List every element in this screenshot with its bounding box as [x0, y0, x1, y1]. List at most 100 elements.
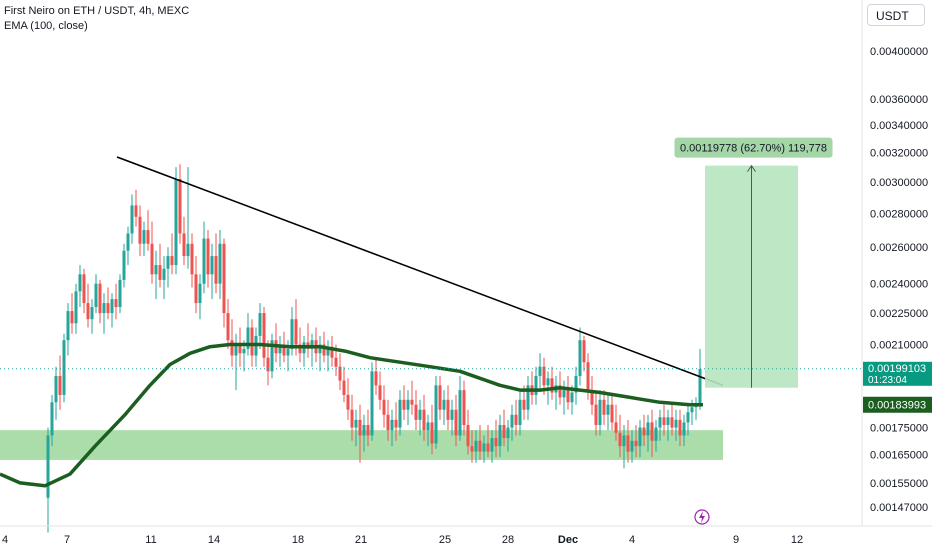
- candle: [218, 230, 222, 300]
- candle: [350, 394, 354, 441]
- candle-body: [90, 307, 94, 320]
- currency-button[interactable]: USDT: [867, 4, 925, 26]
- candle-body: [682, 422, 686, 436]
- candle: [58, 355, 62, 410]
- candle: [62, 333, 66, 403]
- candle-body: [366, 424, 370, 436]
- candle-body: [438, 385, 442, 410]
- candle-body: [342, 380, 346, 395]
- candle-body: [126, 233, 130, 251]
- candle-body: [526, 385, 530, 410]
- candle: [122, 243, 126, 288]
- candle: [102, 293, 106, 334]
- candle: [238, 327, 242, 367]
- candle-body: [230, 340, 234, 356]
- candle: [526, 375, 530, 420]
- candle: [106, 287, 110, 320]
- candle-body: [562, 390, 566, 398]
- candle-body: [574, 375, 578, 393]
- candle-body: [558, 385, 562, 398]
- candle: [610, 394, 614, 431]
- candle-body: [426, 422, 430, 431]
- candle-body: [534, 375, 538, 395]
- candle-body: [510, 414, 514, 428]
- candle-body: [478, 440, 482, 452]
- time-axis[interactable]: 4 7 11 14 18 21 25 28 Dec 4 9 12: [2, 534, 803, 546]
- candle-body: [266, 357, 270, 372]
- candle: [354, 409, 358, 447]
- trendline[interactable]: [116, 156, 724, 387]
- countdown-timer: 01:23:04: [868, 375, 907, 386]
- candle: [494, 419, 498, 458]
- ema-value-badge[interactable]: [863, 396, 932, 413]
- candle-body: [194, 274, 198, 304]
- candle: [370, 362, 374, 441]
- candle-body: [522, 399, 526, 410]
- candle: [550, 366, 554, 400]
- candle: [386, 399, 390, 441]
- candle: [190, 233, 194, 288]
- price-tick-label: 0.00340000: [870, 120, 928, 132]
- candle-body: [458, 390, 462, 436]
- last-price-badge[interactable]: [863, 361, 932, 386]
- candle-body: [222, 243, 226, 314]
- time-tick-label: 11: [145, 534, 156, 546]
- candle: [154, 250, 158, 300]
- candle-body: [262, 313, 266, 358]
- candle: [538, 353, 542, 391]
- candle-body: [62, 340, 66, 395]
- candle: [506, 419, 510, 452]
- candle: [266, 340, 270, 386]
- candle-body: [182, 233, 186, 257]
- candle: [194, 256, 198, 314]
- candle-body: [78, 274, 82, 292]
- candle-body: [430, 422, 434, 444]
- ema-line[interactable]: [0, 342, 703, 488]
- candle: [210, 243, 214, 300]
- candle: [442, 390, 446, 425]
- candle: [670, 404, 674, 436]
- time-tick-label: Dec: [558, 534, 578, 546]
- candle: [462, 380, 466, 436]
- candle-body: [390, 419, 394, 431]
- candle-body: [674, 419, 678, 428]
- candle: [650, 409, 654, 458]
- candle: [514, 399, 518, 436]
- indicator-title[interactable]: EMA (100, close): [4, 20, 88, 32]
- candle-body: [122, 250, 126, 280]
- candle-body: [578, 340, 582, 376]
- candle: [458, 375, 462, 441]
- candle-body: [542, 366, 546, 386]
- candle: [398, 390, 402, 436]
- candle-body: [82, 274, 86, 304]
- symbol-title[interactable]: First Neiro on ETH / USDT, 4h, MEXC: [4, 5, 190, 17]
- candle: [486, 424, 490, 458]
- candle: [642, 414, 646, 447]
- candle: [634, 424, 638, 458]
- candle-body: [622, 435, 626, 447]
- candle: [262, 307, 266, 367]
- price-tick-label: 0.00165000: [870, 449, 928, 461]
- candle-body: [270, 340, 274, 372]
- candle-body: [94, 283, 98, 308]
- candle-body: [594, 404, 598, 425]
- candle: [70, 293, 74, 334]
- candle: [578, 327, 582, 386]
- candle: [414, 390, 418, 431]
- time-tick-label: 25: [439, 534, 451, 546]
- candle-body: [174, 179, 178, 266]
- event-icon[interactable]: [694, 509, 710, 525]
- candle-body: [506, 427, 510, 439]
- candle: [382, 385, 386, 428]
- candle-body: [450, 409, 454, 420]
- candle-body: [98, 283, 102, 314]
- candle: [502, 409, 506, 447]
- candle: [490, 430, 494, 463]
- candle: [602, 390, 606, 425]
- candle-body: [382, 399, 386, 415]
- price-axis[interactable]: 0.00400000 0.00360000 0.00340000 0.00320000…: [870, 46, 928, 514]
- candle: [510, 404, 514, 441]
- candle: [330, 335, 334, 367]
